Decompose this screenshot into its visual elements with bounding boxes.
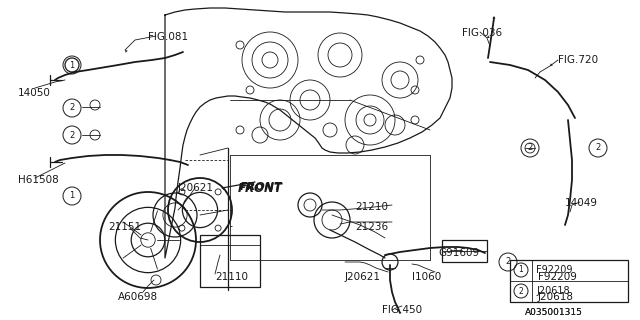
Text: I1060: I1060 (412, 272, 441, 282)
Text: A035001315: A035001315 (525, 308, 583, 317)
Text: 21110: 21110 (215, 272, 248, 282)
Text: H61508: H61508 (18, 175, 59, 185)
Text: 2: 2 (595, 143, 600, 153)
Text: FRONT: FRONT (240, 182, 283, 192)
Text: F92209: F92209 (536, 265, 573, 275)
Text: FRONT: FRONT (238, 182, 283, 195)
Text: A035001315: A035001315 (525, 308, 583, 317)
Polygon shape (222, 188, 225, 190)
Bar (510, 260, 628, 302)
Text: FIG.720: FIG.720 (558, 55, 598, 65)
Text: 2: 2 (506, 258, 511, 267)
Text: 1: 1 (518, 266, 524, 275)
Text: A60698: A60698 (118, 292, 158, 302)
Text: FIG.036: FIG.036 (462, 28, 502, 38)
Text: G91609: G91609 (438, 248, 479, 258)
Polygon shape (487, 36, 490, 38)
Text: 2: 2 (69, 131, 75, 140)
Text: 2: 2 (527, 143, 532, 153)
Polygon shape (550, 63, 553, 66)
Polygon shape (125, 50, 128, 53)
Text: J20618: J20618 (536, 286, 570, 296)
Text: 21210: 21210 (355, 202, 388, 212)
Text: 14050: 14050 (18, 88, 51, 98)
Text: 2: 2 (518, 286, 524, 295)
Text: FIG.081: FIG.081 (148, 32, 188, 42)
Text: 21236: 21236 (355, 222, 388, 232)
Text: J20621: J20621 (178, 183, 214, 193)
Text: FIG.450: FIG.450 (382, 305, 422, 315)
Text: F92209: F92209 (538, 272, 577, 282)
Text: 21151: 21151 (108, 222, 141, 232)
Text: J20621: J20621 (345, 272, 381, 282)
Text: J20618: J20618 (538, 292, 574, 302)
Text: 14049: 14049 (565, 198, 598, 208)
Bar (200, 235, 260, 287)
Text: 1: 1 (69, 60, 75, 69)
Polygon shape (493, 16, 495, 18)
Bar (442, 240, 487, 262)
Text: 1: 1 (69, 191, 75, 201)
Text: 2: 2 (69, 103, 75, 113)
